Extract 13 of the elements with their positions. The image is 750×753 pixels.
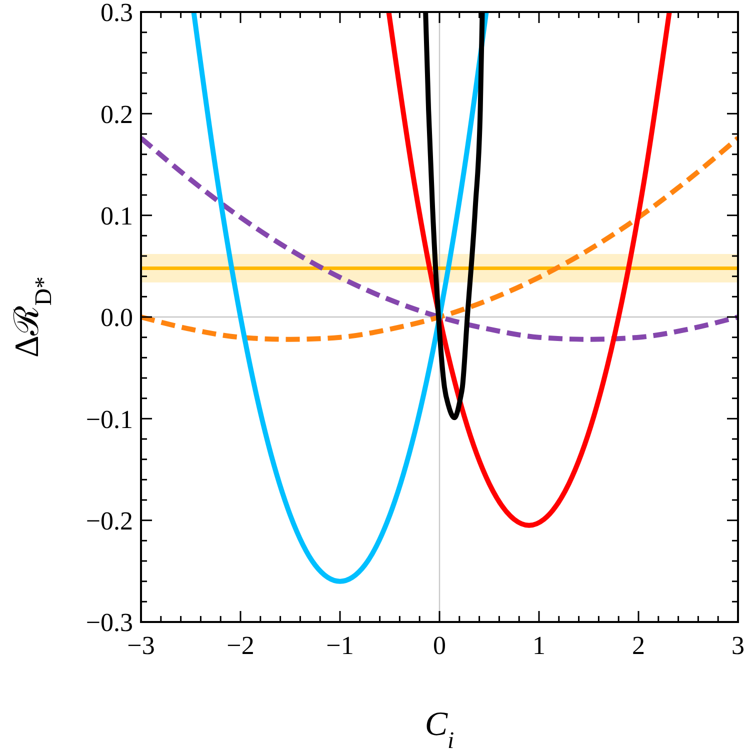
x-tick-label: 2 — [632, 631, 645, 660]
y-tick-label: 0.2 — [100, 100, 133, 129]
x-axis-title: C$_{i}$ — [424, 706, 454, 753]
x-tick-label: 0 — [433, 631, 446, 660]
y-tick-label: 0.1 — [100, 201, 133, 230]
y-tick-label: 0.0 — [100, 303, 133, 332]
y-tick-label: −0.1 — [86, 404, 133, 434]
y-tick-label: 0.3 — [100, 0, 133, 28]
x-tick-label: 1 — [532, 631, 546, 660]
x-tick-label: −1 — [326, 631, 354, 660]
x-tick-label: −2 — [226, 631, 254, 660]
x-tick-label: 3 — [732, 631, 744, 660]
y-tick-label: −0.2 — [86, 506, 133, 536]
